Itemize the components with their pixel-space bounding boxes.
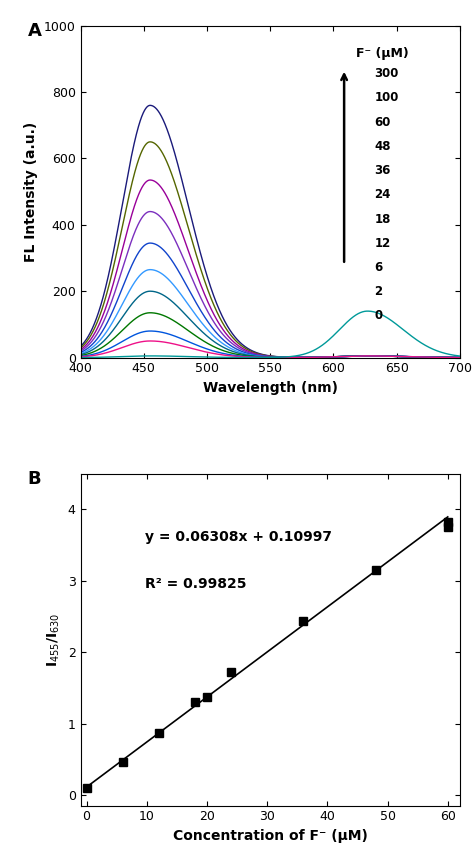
Text: 18: 18 <box>374 213 391 225</box>
Text: 6: 6 <box>374 261 383 274</box>
Text: 0: 0 <box>374 309 383 322</box>
X-axis label: Concentration of F⁻ (μM): Concentration of F⁻ (μM) <box>173 829 368 843</box>
Y-axis label: I$_{455}$/I$_{630}$: I$_{455}$/I$_{630}$ <box>46 613 62 667</box>
Text: F⁻ (μM): F⁻ (μM) <box>356 47 408 60</box>
Text: A: A <box>27 22 41 40</box>
Text: B: B <box>27 470 41 488</box>
Text: 300: 300 <box>374 67 399 81</box>
Text: 2: 2 <box>374 285 383 298</box>
X-axis label: Wavelength (nm): Wavelength (nm) <box>203 381 337 395</box>
Text: 100: 100 <box>374 92 399 105</box>
Text: R² = 0.99825: R² = 0.99825 <box>145 577 246 590</box>
Y-axis label: FL Intensity (a.u.): FL Intensity (a.u.) <box>24 122 38 261</box>
Text: 48: 48 <box>374 140 391 153</box>
Text: 24: 24 <box>374 189 391 201</box>
Text: 12: 12 <box>374 237 391 249</box>
Text: 60: 60 <box>374 116 391 129</box>
Text: 36: 36 <box>374 164 391 177</box>
Text: y = 0.06308x + 0.10997: y = 0.06308x + 0.10997 <box>145 530 332 544</box>
